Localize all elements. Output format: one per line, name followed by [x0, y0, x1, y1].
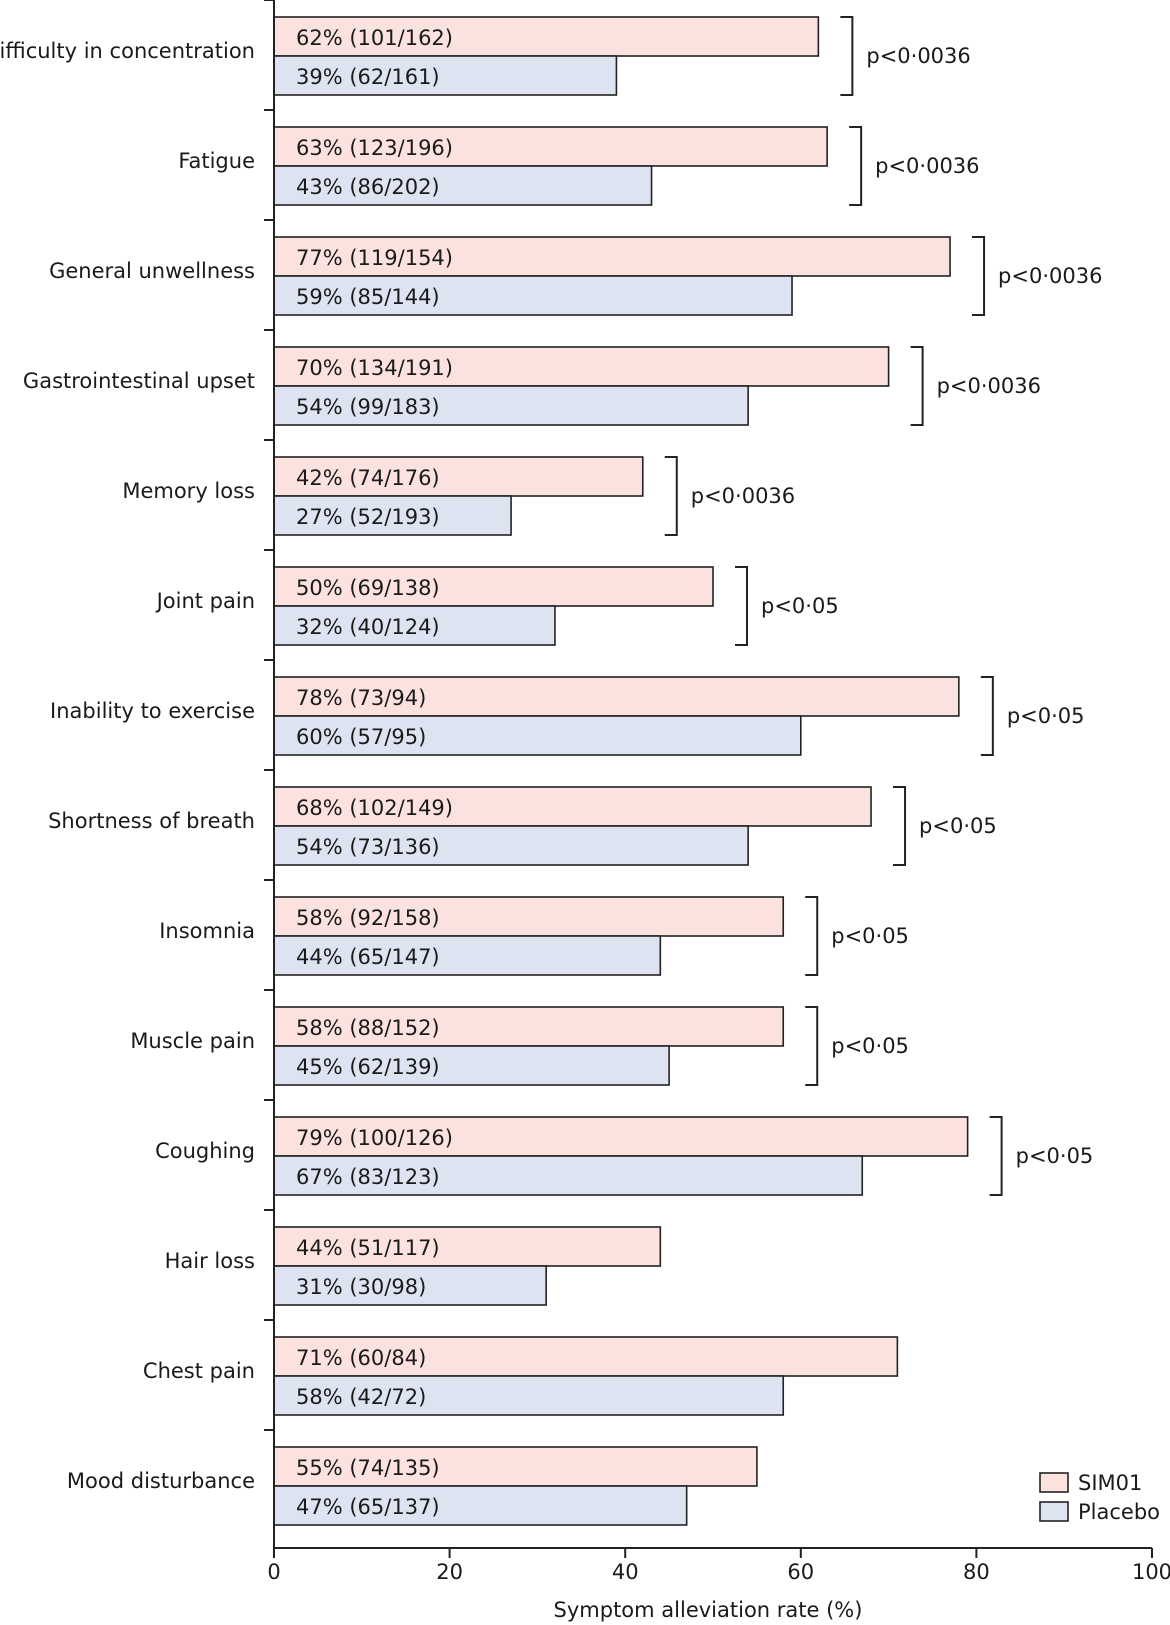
p-value-label: p<0·05 — [1007, 704, 1085, 728]
bar-sim01 — [273, 16, 820, 57]
axis-layer: 0 20 40 60 80 100 — [264, 0, 1170, 1584]
bar-placebo — [273, 605, 556, 646]
bar-label-placebo: 44% (65/147) — [296, 945, 440, 969]
bar-placebo — [273, 1375, 785, 1416]
category-label: Shortness of breath — [48, 809, 255, 833]
bar-sim01 — [273, 1226, 662, 1267]
bar-label-sim01: 55% (74/135) — [296, 1456, 440, 1480]
bar-label-sim01: 68% (102/149) — [296, 796, 453, 820]
x-tick-label: 80 — [963, 1560, 990, 1584]
bar-label-sim01: 77% (119/154) — [296, 246, 453, 270]
significance-bracket — [910, 346, 924, 426]
significance-bracket — [972, 236, 986, 316]
bar-placebo — [273, 1485, 688, 1526]
bar-sim01 — [273, 566, 714, 607]
significance-bracket — [805, 896, 819, 976]
bar-label-placebo: 39% (62/161) — [296, 65, 440, 89]
category-label: Hair loss — [165, 1249, 255, 1273]
category-label: Inability to exercise — [50, 699, 255, 723]
x-tick-label: 0 — [267, 1560, 280, 1584]
bar-sim01 — [273, 1006, 785, 1047]
category-label: Chest pain — [143, 1359, 255, 1383]
p-value-label: p<0·0036 — [998, 264, 1102, 288]
category-label: Gastrointestinal upset — [23, 369, 255, 393]
bar-label-sim01: 63% (123/196) — [296, 136, 453, 160]
p-value-label: p<0·05 — [831, 1034, 909, 1058]
category-label: General unwellness — [49, 259, 255, 283]
bar-label-placebo: 54% (99/183) — [296, 395, 440, 419]
category-label: Mood disturbance — [67, 1469, 255, 1493]
bar-label-placebo: 31% (30/98) — [296, 1275, 426, 1299]
bar-label-placebo: 58% (42/72) — [296, 1385, 426, 1409]
bar-sim01 — [273, 1116, 969, 1157]
significance-bracket — [735, 566, 748, 646]
category-label: Fatigue — [178, 149, 255, 173]
bar-label-placebo: 67% (83/123) — [296, 1165, 440, 1189]
p-value-label: p<0·0036 — [937, 374, 1041, 398]
p-value-label: p<0·05 — [919, 814, 997, 838]
bar-sim01 — [273, 126, 828, 167]
bar-placebo — [273, 55, 618, 96]
category-label: Difficulty in concentration — [0, 39, 255, 63]
legend-swatch-sim01 — [1039, 1472, 1069, 1493]
significance-bracket — [989, 1116, 1003, 1196]
bar-placebo — [273, 1155, 864, 1196]
bar-label-placebo: 60% (57/95) — [296, 725, 426, 749]
bars-layer — [273, 16, 969, 1526]
bar-label-placebo: 32% (40/124) — [296, 615, 440, 639]
p-value-label: p<0·0036 — [875, 154, 979, 178]
bar-label-sim01: 58% (88/152) — [296, 1016, 440, 1040]
category-label: Memory loss — [122, 479, 255, 503]
p-value-label: p<0·0036 — [691, 484, 795, 508]
bar-label-sim01: 71% (60/84) — [296, 1346, 426, 1370]
x-axis-title: Symptom alleviation rate (%) — [554, 1598, 863, 1622]
legend-label-sim01: SIM01 — [1078, 1471, 1142, 1495]
significance-bracket — [664, 456, 678, 536]
category-label: Muscle pain — [130, 1029, 255, 1053]
bar-label-sim01: 78% (73/94) — [296, 686, 426, 710]
bar-placebo — [273, 495, 512, 536]
category-label: Joint pain — [155, 589, 255, 613]
p-value-label: p<0·05 — [831, 924, 909, 948]
bar-label-sim01: 62% (101/162) — [296, 26, 453, 50]
bar-label-sim01: 70% (134/191) — [296, 356, 453, 380]
x-tick-label: 100 — [1132, 1560, 1170, 1584]
bar-label-placebo: 54% (73/136) — [296, 835, 440, 859]
category-label: Insomnia — [159, 919, 255, 943]
x-tick-label: 20 — [436, 1560, 463, 1584]
brackets-layer — [664, 16, 1003, 1196]
legend: SIM01 Placebo — [1039, 1471, 1160, 1524]
bar-label-sim01: 50% (69/138) — [296, 576, 440, 600]
p-value-label: p<0·0036 — [866, 44, 970, 68]
bar-label-sim01: 58% (92/158) — [296, 906, 440, 930]
bar-placebo — [273, 715, 802, 756]
x-tick-label: 60 — [787, 1560, 814, 1584]
legend-swatch-placebo — [1039, 1501, 1069, 1522]
p-value-label: p<0·05 — [761, 594, 839, 618]
significance-bracket — [980, 676, 994, 756]
bar-placebo — [273, 165, 653, 206]
bar-sim01 — [273, 1446, 758, 1487]
bar-label-sim01: 44% (51/117) — [296, 1236, 440, 1260]
x-tick-label: 40 — [612, 1560, 639, 1584]
significance-bracket — [840, 16, 854, 96]
bar-label-placebo: 47% (65/137) — [296, 1495, 440, 1519]
labels-layer: Difficulty in concentration 62% (101/162)… — [0, 26, 1102, 1519]
bar-placebo — [273, 1045, 670, 1086]
bar-label-sim01: 79% (100/126) — [296, 1126, 453, 1150]
bar-label-placebo: 59% (85/144) — [296, 285, 440, 309]
bar-label-placebo: 27% (52/193) — [296, 505, 440, 529]
significance-bracket — [893, 786, 907, 866]
legend-label-placebo: Placebo — [1078, 1500, 1160, 1524]
p-value-label: p<0·05 — [1016, 1144, 1094, 1168]
significance-bracket — [805, 1006, 819, 1086]
significance-bracket — [849, 126, 863, 206]
bar-label-sim01: 42% (74/176) — [296, 466, 440, 490]
bar-label-placebo: 45% (62/139) — [296, 1055, 440, 1079]
bar-label-placebo: 43% (86/202) — [296, 175, 440, 199]
category-label: Coughing — [155, 1139, 255, 1163]
